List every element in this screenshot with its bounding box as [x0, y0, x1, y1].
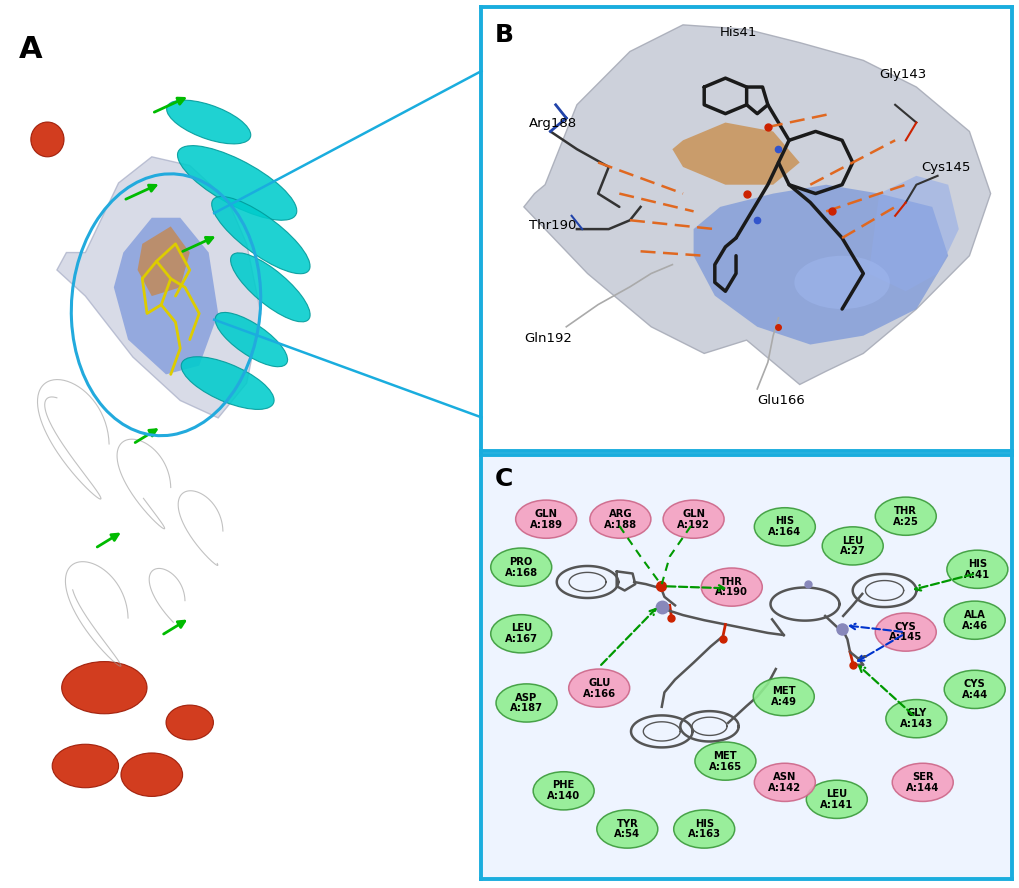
Ellipse shape [752, 678, 813, 716]
Ellipse shape [806, 781, 866, 819]
Polygon shape [693, 185, 948, 345]
Ellipse shape [892, 764, 953, 802]
Ellipse shape [533, 772, 594, 810]
Text: ASN
A:142: ASN A:142 [767, 772, 801, 793]
Ellipse shape [673, 810, 734, 848]
Text: Gln192: Gln192 [524, 332, 572, 345]
Text: HIS
A:41: HIS A:41 [963, 559, 989, 580]
Text: PHE
A:140: PHE A:140 [546, 781, 580, 801]
Ellipse shape [874, 497, 935, 535]
Ellipse shape [794, 256, 889, 309]
Text: A: A [19, 35, 43, 64]
Ellipse shape [61, 662, 147, 714]
Ellipse shape [52, 744, 118, 788]
Text: Thr190: Thr190 [529, 219, 576, 232]
Text: GLN
A:192: GLN A:192 [677, 509, 709, 529]
Text: TYR
A:54: TYR A:54 [613, 819, 640, 839]
Text: LEU
A:27: LEU A:27 [839, 535, 865, 556]
Text: CYS
A:145: CYS A:145 [889, 622, 921, 643]
Text: CYS
A:44: CYS A:44 [961, 679, 986, 700]
Text: LEU
A:167: LEU A:167 [504, 623, 537, 644]
Text: LEU
A:141: LEU A:141 [819, 789, 853, 810]
Ellipse shape [596, 810, 657, 848]
Text: GLN
A:189: GLN A:189 [529, 509, 562, 529]
Text: Cys145: Cys145 [921, 162, 970, 174]
Text: MET
A:165: MET A:165 [708, 750, 741, 772]
Ellipse shape [31, 122, 64, 157]
Text: THR
A:25: THR A:25 [892, 506, 918, 527]
Ellipse shape [944, 601, 1005, 639]
Ellipse shape [946, 551, 1007, 589]
Ellipse shape [754, 764, 814, 802]
Ellipse shape [177, 146, 297, 220]
Polygon shape [672, 123, 799, 185]
Ellipse shape [884, 700, 946, 738]
Text: SER
A:144: SER A:144 [905, 772, 938, 793]
Ellipse shape [944, 670, 1005, 709]
Text: ARG
A:188: ARG A:188 [603, 509, 636, 529]
Ellipse shape [821, 527, 882, 565]
Ellipse shape [181, 357, 274, 409]
Text: C: C [494, 467, 513, 491]
Text: ASP
A:187: ASP A:187 [510, 693, 542, 713]
Text: ALA
A:46: ALA A:46 [961, 610, 986, 630]
Ellipse shape [701, 568, 761, 607]
Ellipse shape [230, 253, 310, 321]
Text: PRO
A:168: PRO A:168 [504, 557, 537, 577]
Text: HIS
A:163: HIS A:163 [687, 819, 720, 839]
Text: MET
A:49: MET A:49 [770, 686, 796, 707]
Ellipse shape [495, 684, 556, 722]
Polygon shape [524, 25, 989, 385]
Ellipse shape [874, 613, 935, 651]
Text: B: B [494, 23, 514, 47]
Ellipse shape [121, 753, 182, 797]
Text: THR
A:190: THR A:190 [714, 576, 748, 598]
Ellipse shape [490, 548, 551, 586]
Text: GLY
A:143: GLY A:143 [899, 709, 932, 729]
Text: Arg188: Arg188 [529, 117, 577, 130]
Ellipse shape [166, 705, 213, 740]
Polygon shape [114, 218, 218, 375]
Text: Gly143: Gly143 [878, 68, 925, 81]
Polygon shape [57, 157, 261, 418]
Ellipse shape [662, 500, 723, 538]
Text: HIS
A:164: HIS A:164 [767, 517, 801, 537]
Ellipse shape [516, 500, 576, 538]
Text: GLU
A:166: GLU A:166 [582, 678, 615, 699]
Ellipse shape [212, 196, 310, 274]
Ellipse shape [166, 100, 251, 144]
Ellipse shape [215, 313, 287, 367]
Ellipse shape [754, 508, 814, 546]
Ellipse shape [589, 500, 650, 538]
Text: His41: His41 [719, 26, 757, 39]
Polygon shape [868, 176, 958, 291]
Polygon shape [138, 226, 190, 296]
Ellipse shape [490, 614, 551, 653]
Text: Glu166: Glu166 [756, 394, 804, 408]
Ellipse shape [569, 669, 629, 707]
Ellipse shape [694, 742, 755, 781]
